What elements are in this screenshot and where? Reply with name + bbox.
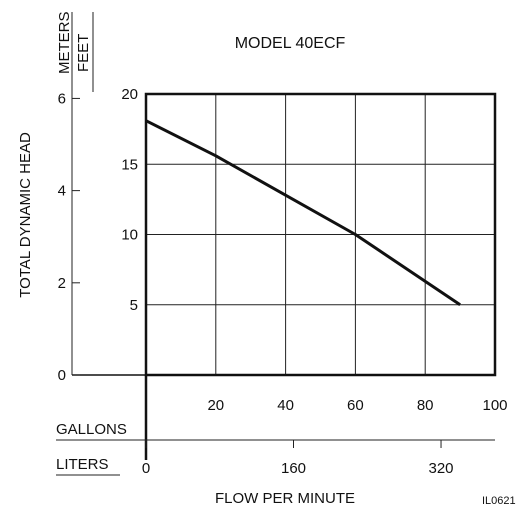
liter-tick-label: 320 bbox=[429, 460, 454, 477]
y-axis-label: TOTAL DYNAMIC HEAD bbox=[17, 132, 34, 298]
x-tick-label: 60 bbox=[347, 397, 364, 414]
x-units-liters: LITERS bbox=[56, 456, 109, 473]
chart-title: MODEL 40ECF bbox=[235, 35, 346, 52]
x-tick-label: 80 bbox=[417, 397, 434, 414]
y-tick-label: 15 bbox=[121, 156, 138, 173]
figure-id: IL0621 bbox=[482, 495, 516, 507]
meter-tick-label: 4 bbox=[58, 183, 66, 200]
grid bbox=[146, 94, 495, 375]
x-units-gallons: GALLONS bbox=[56, 421, 127, 438]
meter-tick-label: 2 bbox=[58, 275, 66, 292]
ticks: 5 10 15 20 0 2 4 6 20 40 60 80 100 0 160 320 bbox=[58, 86, 508, 477]
meter-tick-label: 6 bbox=[58, 90, 66, 107]
series bbox=[145, 119, 461, 306]
y-units-feet: FEET bbox=[75, 34, 92, 72]
labels: MODEL 40ECF TOTAL DYNAMIC HEAD METERS FE… bbox=[17, 11, 516, 507]
y-tick-label: 10 bbox=[121, 227, 138, 244]
y-units-meters: METERS bbox=[56, 11, 73, 74]
liter-tick-label: 0 bbox=[142, 460, 150, 477]
y-tick-label: 5 bbox=[130, 297, 138, 314]
y-tick-label: 20 bbox=[121, 86, 138, 103]
x-tick-label: 20 bbox=[207, 397, 224, 414]
x-axis-label: FLOW PER MINUTE bbox=[215, 490, 355, 507]
x-tick-label: 100 bbox=[482, 397, 507, 414]
liter-tick-label: 160 bbox=[281, 460, 306, 477]
axes bbox=[56, 12, 497, 476]
meter-tick-label: 0 bbox=[58, 367, 66, 384]
series-line bbox=[145, 119, 461, 306]
x-tick-label: 40 bbox=[277, 397, 294, 414]
